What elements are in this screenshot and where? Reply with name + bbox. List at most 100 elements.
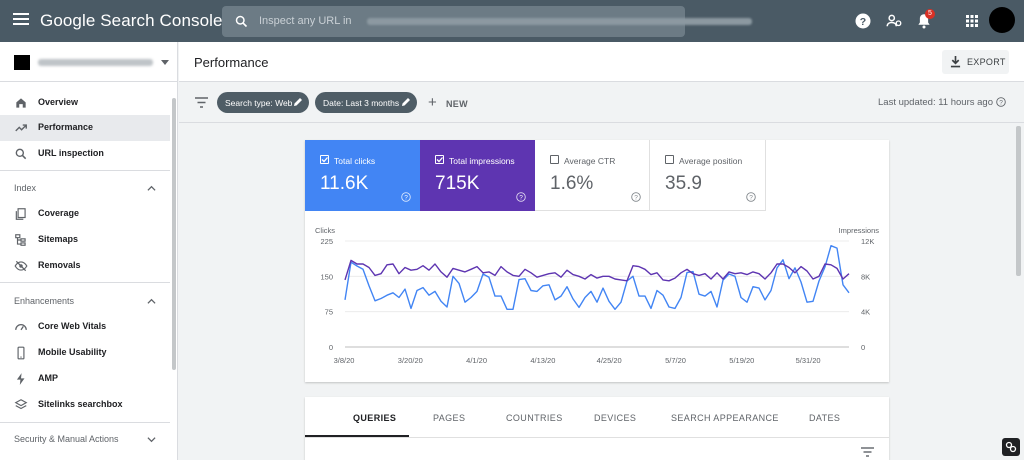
sidebar-item-label: Sitelinks searchbox: [38, 399, 123, 409]
metric-label: Total clicks: [334, 156, 376, 166]
trending-up-icon: [15, 124, 27, 132]
sidebar-item-mobile-usability[interactable]: Mobile Usability: [0, 340, 170, 366]
tab-pages[interactable]: PAGES: [433, 413, 466, 423]
manage-users-icon[interactable]: [885, 12, 903, 30]
new-filter-label: NEW: [446, 99, 468, 109]
section-enhancements[interactable]: Enhancements: [0, 290, 170, 312]
property-selector[interactable]: [0, 42, 178, 82]
redacted-property-name: [38, 59, 153, 66]
search-icon: [235, 15, 248, 28]
app-title[interactable]: Google Search Console: [40, 11, 223, 30]
help-outline-icon[interactable]: ?: [516, 192, 526, 202]
page-header: Performance EXPORT: [179, 42, 1024, 82]
y-tick-label-right: 4K: [861, 308, 870, 317]
section-security-manual-actions[interactable]: Security & Manual Actions: [0, 428, 170, 450]
edit-pencil-icon: [402, 98, 410, 106]
filter-bar: Search type: Web Date: Last 3 months + N…: [179, 83, 1024, 123]
sidebar-item-coverage[interactable]: Coverage: [0, 201, 170, 227]
extension-overlay-button[interactable]: [1002, 438, 1020, 456]
filter-list-icon[interactable]: [861, 447, 874, 457]
tab-search-appearance[interactable]: SEARCH APPEARANCE: [671, 413, 779, 423]
metric-label: Average position: [679, 156, 743, 166]
date-filter-chip[interactable]: Date: Last 3 months: [315, 92, 417, 113]
search-icon: [15, 148, 27, 160]
checkbox-unchecked-icon[interactable]: [550, 155, 559, 164]
tab-dates[interactable]: DATES: [809, 413, 841, 423]
x-tick-label: 4/25/20: [597, 356, 622, 365]
menu-icon[interactable]: [13, 13, 29, 27]
metric-label: Average CTR: [564, 156, 616, 166]
active-tab-indicator: [305, 435, 409, 437]
sidebar-item-sitemaps[interactable]: Sitemaps: [0, 227, 170, 253]
layers-icon: [14, 399, 28, 410]
checkbox-checked-icon[interactable]: [435, 155, 444, 164]
help-outline-icon[interactable]: ?: [631, 192, 641, 202]
page-title: Performance: [194, 55, 269, 70]
last-updated-text: Last updated: 11 hours ago: [878, 97, 993, 108]
metric-value: 1.6%: [550, 173, 594, 194]
metric-value: 11.6K: [320, 173, 369, 194]
sidebar-item-core-web-vitals[interactable]: Core Web Vitals: [0, 314, 170, 340]
edit-pencil-icon: [294, 98, 302, 106]
chip-label: Search type: Web: [225, 98, 293, 108]
series-line-clicks: [344, 245, 850, 311]
y-tick-label-right: 12K: [861, 237, 874, 246]
search-placeholder: Inspect any URL in: [259, 15, 352, 27]
section-index[interactable]: Index: [0, 177, 170, 199]
x-tick-label: 5/19/20: [729, 356, 754, 365]
url-inspection-search[interactable]: Inspect any URL in: [222, 6, 752, 37]
help-icon[interactable]: ?: [854, 12, 872, 30]
account-avatar[interactable]: [989, 7, 1015, 33]
left-axis-title: Clicks: [315, 226, 335, 235]
tab-countries[interactable]: COUNTRIES: [506, 413, 563, 423]
metric-average-ctr[interactable]: Average CTR 1.6% ?: [535, 140, 650, 211]
sidebar-item-performance[interactable]: Performance: [0, 115, 170, 141]
search-type-filter-chip[interactable]: Search type: Web: [217, 92, 309, 113]
sidebar-item-amp[interactable]: AMP: [0, 366, 170, 392]
caret-down-icon: [161, 60, 169, 65]
sitemap-icon: [15, 234, 26, 246]
x-tick-label: 3/20/20: [398, 356, 423, 365]
removals-icon: [14, 260, 28, 272]
metric-total-impressions[interactable]: Total impressions 715K ?: [420, 140, 535, 211]
tab-devices[interactable]: DEVICES: [594, 413, 637, 423]
right-axis-title: Impressions: [839, 226, 880, 235]
sidebar-item-sitelinks-searchbox[interactable]: Sitelinks searchbox: [0, 392, 170, 418]
x-tick-label: 5/7/20: [665, 356, 686, 365]
sidebar-item-removals[interactable]: Removals: [0, 253, 170, 279]
y-tick-label-left: 0: [329, 343, 333, 352]
apps-grid-icon[interactable]: [963, 12, 981, 30]
sidebar-item-label: Core Web Vitals: [38, 321, 107, 331]
help-outline-icon[interactable]: ?: [401, 192, 411, 202]
divider: [0, 170, 170, 171]
main-scrollbar[interactable]: [1016, 126, 1021, 276]
plus-icon: +: [428, 94, 437, 111]
filter-list-icon[interactable]: [195, 97, 208, 108]
tab-queries[interactable]: QUERIES: [353, 413, 397, 423]
phone-icon: [17, 346, 25, 360]
y-tick-label-right: 0: [861, 343, 865, 352]
sidebar: Overview Performance URL inspection Inde…: [0, 42, 178, 460]
metric-value: 35.9: [665, 173, 702, 194]
metric-total-clicks[interactable]: Total clicks 11.6K ?: [305, 140, 420, 211]
help-outline-icon[interactable]: ?: [996, 97, 1006, 107]
divider: [305, 437, 889, 438]
metric-average-position[interactable]: Average position 35.9 ?: [650, 140, 766, 211]
sidebar-scrollbar[interactable]: [172, 98, 176, 370]
checkbox-checked-icon[interactable]: [320, 155, 329, 164]
sidebar-item-label: Overview: [38, 97, 79, 107]
help-outline-icon[interactable]: ?: [746, 192, 756, 202]
export-button[interactable]: EXPORT: [942, 50, 1009, 74]
coverage-icon: [15, 208, 26, 220]
link-icon: [1005, 441, 1017, 453]
sidebar-item-url-inspection[interactable]: URL inspection: [0, 141, 170, 167]
top-app-bar: Google Search Console Inspect any URL in…: [0, 0, 1024, 42]
metric-value: 715K: [435, 173, 480, 194]
y-tick-label-left: 225: [320, 237, 333, 246]
checkbox-unchecked-icon[interactable]: [665, 155, 674, 164]
sidebar-item-label: Coverage: [38, 208, 80, 218]
x-tick-label: 3/8/20: [334, 356, 355, 365]
property-favicon: [14, 55, 30, 70]
sidebar-item-overview[interactable]: Overview: [0, 90, 170, 116]
